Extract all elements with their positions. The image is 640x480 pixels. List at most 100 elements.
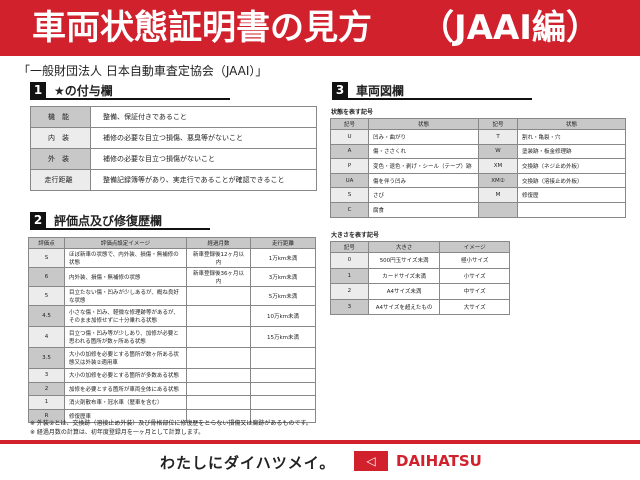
table-cell: 変色・退色・剥げ・シール（テープ）跡 bbox=[368, 158, 479, 174]
table-row: 2 加修を必要とする箇所が車両全体にある状態 bbox=[28, 381, 316, 396]
column-header: 評価点 bbox=[28, 237, 65, 249]
table-row: 1 カードサイズ未満 小サイズ bbox=[330, 267, 510, 284]
table-cell: 5 bbox=[28, 286, 65, 306]
table-cell bbox=[186, 395, 251, 410]
section-title: ★の付与欄 bbox=[54, 83, 113, 98]
column-header: 大きさ bbox=[367, 241, 441, 253]
section-number: 2 bbox=[30, 212, 46, 228]
table-cell: カードサイズ未満 bbox=[367, 267, 441, 284]
table-cell: ほぼ新車の状態で、内外装、損傷・無補修の状態 bbox=[64, 248, 187, 268]
table-cell: 2 bbox=[330, 283, 369, 300]
star-table: 機 能整備、保証付きであること内 装補修の必要な目立つ損傷、悪臭等がないこと外 … bbox=[30, 106, 317, 191]
row-value: 整備記録簿等があり、実走行であることが確認できること bbox=[90, 169, 317, 191]
table-cell: A4サイズ未満 bbox=[367, 283, 441, 300]
table-row: 1 消火剤散布車・冠水車（歴車を含む） bbox=[28, 395, 316, 410]
table-cell: 3万km未満 bbox=[250, 267, 316, 287]
column-header: イメージ bbox=[439, 241, 510, 253]
table-cell: U bbox=[330, 129, 369, 145]
table-cell: 極小サイズ bbox=[439, 252, 510, 269]
table-cell: 傷・ささくれ bbox=[368, 143, 479, 160]
row-label: 外 装 bbox=[30, 148, 91, 170]
table-cell: 内外装、損傷・無補修の状態 bbox=[64, 267, 187, 287]
table-cell: 目立つ傷・凹み等が少しあり、加修が必要と思われる箇所が数ヶ所ある状態 bbox=[64, 326, 187, 348]
table-row: 2 A4サイズ未満 中サイズ bbox=[330, 283, 510, 300]
table-cell: 新車登録後12ヶ月以内 bbox=[186, 248, 251, 268]
table-cell: 新車登録後36ヶ月以内 bbox=[186, 267, 251, 287]
table-cell: P bbox=[330, 158, 369, 174]
table-row: 5 目立たない傷・凹みが少しあるが、概ね良好な状態 5万km未満 bbox=[28, 286, 316, 306]
column-header: 記号 bbox=[330, 241, 369, 253]
table-cell bbox=[186, 381, 251, 396]
table-cell: 1万km未満 bbox=[250, 248, 316, 268]
table-cell bbox=[250, 381, 316, 396]
size-caption: 大きさを表す記号 bbox=[331, 232, 380, 239]
table-row: 4.5 小さな傷・凹み、軽微な修理跡等があるが、そのまま加修せずに十分乗れる状態 1… bbox=[28, 305, 316, 327]
table-row: 3 大小の加修を必要とする箇所が多数ある状態 bbox=[28, 368, 316, 383]
row-label: 機 能 bbox=[30, 106, 91, 128]
table-row: 6 内外装、損傷・無補修の状態 新車登録後36ヶ月以内 3万km未満 bbox=[28, 267, 316, 287]
table-cell: 修復歴 bbox=[517, 187, 626, 203]
organization-name: 「一般財団法人 日本自動車査定協会（JAAI）」 bbox=[18, 64, 268, 78]
table-cell: 大小の加修を必要とする箇所が数ヶ所ある状態又は外装②適用車 bbox=[64, 347, 187, 369]
table-cell: A4サイズを超えたもの bbox=[367, 298, 441, 315]
table-cell: 大小の加修を必要とする箇所が多数ある状態 bbox=[64, 368, 187, 383]
column-header: 走行距離 bbox=[250, 237, 316, 249]
table-cell: 凹み・曲がり bbox=[368, 129, 479, 145]
table-cell bbox=[478, 201, 518, 218]
table-cell: 小さな傷・凹み、軽微な修理跡等があるが、そのまま加修せずに十分乗れる状態 bbox=[64, 305, 187, 327]
table-row: C 腐食 bbox=[330, 201, 626, 218]
table-row: 機 能整備、保証付きであること bbox=[30, 106, 317, 128]
column-header: 状態 bbox=[517, 118, 626, 130]
table-cell bbox=[186, 286, 251, 306]
table-cell: W bbox=[478, 143, 518, 160]
table-cell: 塗装跡・板金修理跡 bbox=[517, 143, 626, 160]
slogan-logo: わたしにダイハツメイ。 bbox=[160, 454, 336, 472]
table-cell: 10万km未満 bbox=[250, 305, 316, 327]
section-title: 車両図欄 bbox=[356, 83, 405, 98]
table-cell: 中サイズ bbox=[439, 283, 510, 300]
section-number: 3 bbox=[332, 82, 348, 98]
column-header: 記号 bbox=[330, 118, 369, 130]
table-row: UA 傷を伴う凹み XM② 交換跡（溶接止め外板） bbox=[330, 172, 626, 189]
table-row: 内 装補修の必要な目立つ損傷、悪臭等がないこと bbox=[30, 127, 317, 149]
condition-table: 記号 状態 記号 状態 U 凹み・曲がり T 割れ・亀裂・穴 A 傷・ささくれ W 塗装跡・板金修理跡… bbox=[330, 118, 626, 218]
table-cell: 割れ・亀裂・穴 bbox=[517, 129, 626, 145]
table-row: 走行距離 整備記録簿等があり、実走行であることが確認できること bbox=[30, 169, 317, 191]
table-cell: 1 bbox=[28, 395, 65, 410]
row-label: 内 装 bbox=[30, 127, 91, 149]
table-cell: 15万km未満 bbox=[250, 326, 316, 348]
table-cell: S bbox=[28, 248, 65, 268]
page-header: 車両状態証明書の見方 （JAAI編） bbox=[0, 0, 640, 56]
table-row: 4 目立つ傷・凹み等が少しあり、加修が必要と思われる箇所が数ヶ所ある状態 15万km… bbox=[28, 326, 316, 348]
page-subtitle: （JAAI編） bbox=[420, 8, 600, 48]
table-cell: R bbox=[28, 408, 65, 423]
table-cell: 目立たない傷・凹みが少しあるが、概ね良好な状態 bbox=[64, 286, 187, 306]
footnote: ※ 経過月数の計算は、初年度登録月を一ヶ月として計算します。 bbox=[30, 429, 205, 436]
table-cell: 3.5 bbox=[28, 347, 65, 369]
table-cell bbox=[186, 347, 251, 369]
page-title: 車両状態証明書の見方 bbox=[32, 8, 372, 48]
footnote: ※ 外装②とは、交換跡（溶接止め外装）及び骨格部位に修復歴をとらない損傷又は腐跡… bbox=[30, 420, 312, 427]
table-cell: 1 bbox=[330, 267, 369, 284]
size-table: 記号 大きさ イメージ 0 500円玉サイズ未満 極小サイズ 1 カードサイズ未満 小サイズ 2 A… bbox=[330, 241, 510, 315]
table-cell: 5万km未満 bbox=[250, 286, 316, 306]
table-cell bbox=[186, 368, 251, 383]
row-value: 補修の必要な目立つ損傷がないこと bbox=[90, 148, 317, 170]
table-cell: 交換跡（ネジ止め外板） bbox=[517, 158, 626, 174]
brand-logo: DAIHATSU bbox=[396, 452, 482, 470]
row-value: 補修の必要な目立つ損傷、悪臭等がないこと bbox=[90, 127, 317, 149]
table-row: U 凹み・曲がり T 割れ・亀裂・穴 bbox=[330, 129, 626, 145]
section-title: 評価点及び修復歴欄 bbox=[54, 213, 163, 228]
table-cell: C bbox=[330, 201, 369, 218]
column-header: 記号 bbox=[478, 118, 518, 130]
row-value: 整備、保証付きであること bbox=[90, 106, 317, 128]
table-cell: 3 bbox=[28, 368, 65, 383]
column-header: 経過月数 bbox=[186, 237, 251, 249]
condition-caption: 状態を表す記号 bbox=[331, 109, 374, 116]
table-row: A 傷・ささくれ W 塗装跡・板金修理跡 bbox=[330, 143, 626, 160]
table-row: 3.5 大小の加修を必要とする箇所が数ヶ所ある状態又は外装②適用車 bbox=[28, 347, 316, 369]
column-header: 評価点設定イメージ bbox=[64, 237, 187, 249]
table-cell: UA bbox=[330, 172, 369, 189]
table-cell bbox=[250, 368, 316, 383]
table-row: 3 A4サイズを超えたもの 大サイズ bbox=[330, 298, 510, 315]
